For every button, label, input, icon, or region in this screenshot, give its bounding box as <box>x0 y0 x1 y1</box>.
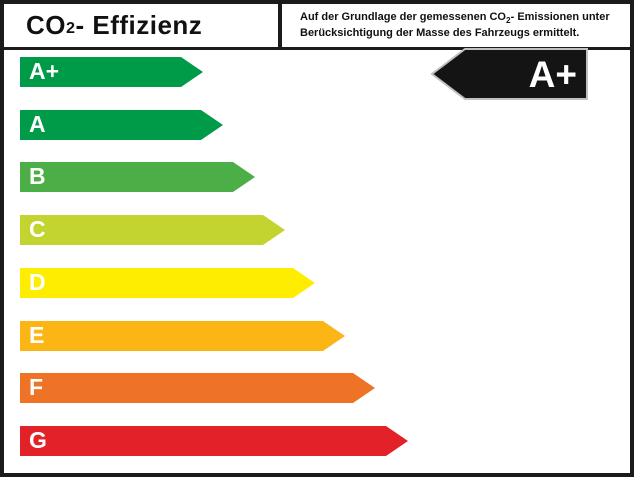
header: CO 2 - Effizienz Auf der Grundlage der ge… <box>4 4 630 50</box>
efficiency-arrow-aplus: A+ <box>20 57 203 87</box>
title-prefix: CO <box>26 10 66 40</box>
efficiency-class-label: B <box>29 163 46 189</box>
rating-arrow: A+ <box>431 48 588 100</box>
title-suffix: - Effizienz <box>75 10 203 40</box>
efficiency-arrow-f: F <box>20 373 375 403</box>
efficiency-class-label: A <box>29 111 46 137</box>
efficiency-arrow-b: B <box>20 162 255 192</box>
efficiency-class-label: E <box>29 322 45 348</box>
efficiency-arrow-e: E <box>20 321 345 351</box>
note-line1-suffix: - Emissionen unter <box>510 11 610 23</box>
efficiency-arrow-c: C <box>20 215 285 245</box>
efficiency-class-label: F <box>29 374 44 400</box>
efficiency-arrow-a: A <box>20 110 223 140</box>
note-line1-subscript: 2 <box>506 16 511 26</box>
efficiency-class-label: D <box>29 269 46 295</box>
note-line1-prefix: Auf der Grundlage der gemessenen CO <box>300 11 506 23</box>
efficiency-class-label: G <box>29 427 47 453</box>
header-note: Auf der Grundlage der gemessenen CO2- Em… <box>282 4 630 47</box>
rating-value: A+ <box>529 54 577 95</box>
efficiency-class-label: A+ <box>29 58 60 84</box>
efficiency-class-label: C <box>29 216 46 242</box>
header-note-line2: Berücksichtigung der Masse des Fahrzeugs… <box>300 27 580 39</box>
efficiency-arrow-g: G <box>20 426 408 456</box>
rating-arrow-shape <box>431 48 588 100</box>
header-note-line1: Auf der Grundlage der gemessenen CO2- Em… <box>300 9 624 25</box>
page-title: CO 2 - Effizienz <box>4 4 282 47</box>
efficiency-arrow-d: D <box>20 268 315 298</box>
